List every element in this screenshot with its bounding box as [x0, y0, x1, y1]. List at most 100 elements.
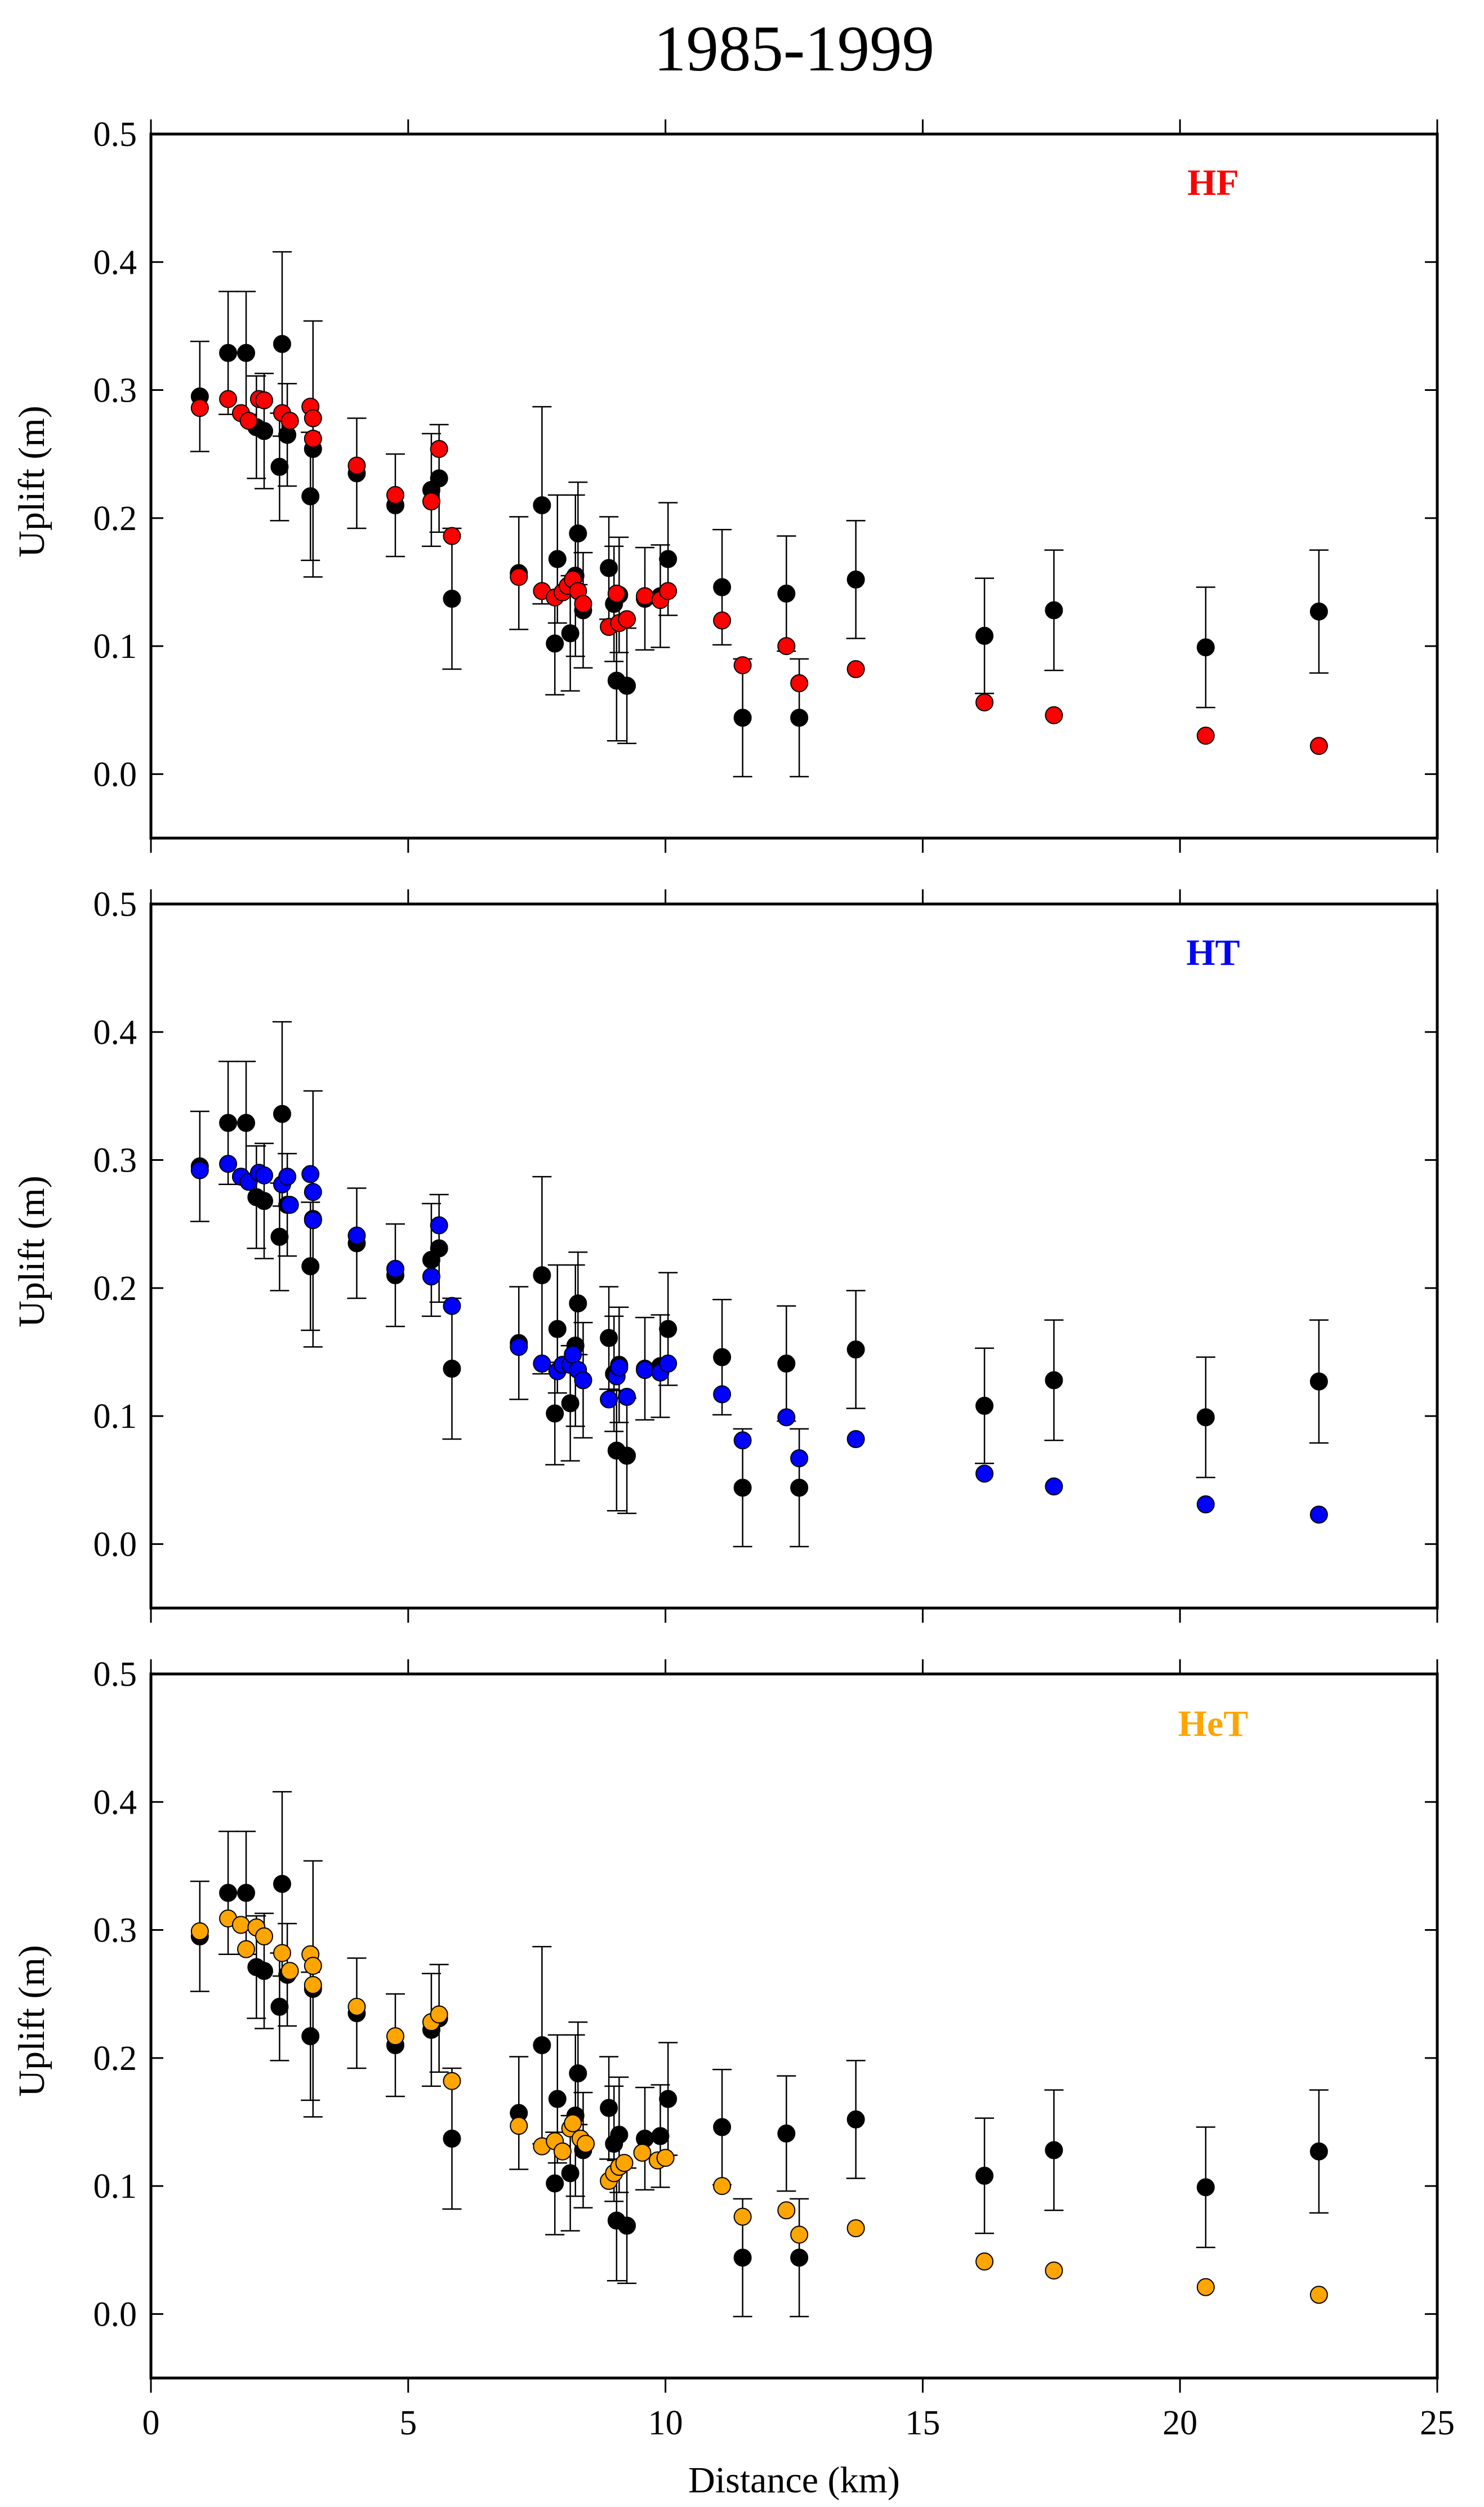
panel-hf-model-point	[430, 440, 448, 458]
panel-hf-observed-point	[846, 570, 865, 589]
panel-ht-observed-point	[713, 1348, 732, 1366]
panel-ht-ytick-label: 0.5	[93, 885, 137, 924]
panel-het-observed-point	[1045, 2141, 1063, 2159]
panel-hf-model-points	[190, 390, 1328, 755]
panel-ht-ytick-label: 0.1	[93, 1397, 137, 1436]
panel-ht-model-point	[777, 1408, 796, 1427]
panel-ht-observed-point	[846, 1340, 865, 1359]
panel-het-observed-point	[600, 2099, 618, 2117]
panel-het-model-point	[443, 2072, 461, 2090]
panel-ht-model-point	[659, 1354, 678, 1373]
panel-het-observed-point	[733, 2248, 752, 2267]
panel-ht-model-point	[618, 1388, 636, 1406]
panel-ht-model-point	[422, 1267, 440, 1286]
panel-het-model-point	[1196, 2278, 1215, 2296]
panel-ht-observed-point	[219, 1114, 238, 1132]
panel-het-observed-point	[1309, 2142, 1328, 2161]
panel-ht-label: HT	[1186, 932, 1240, 973]
panel-ht-ytick-label: 0.3	[93, 1142, 137, 1180]
panel-ht-model-point	[636, 1361, 654, 1379]
panel-hf-model-point	[790, 674, 809, 692]
panel-ht-observed-point	[273, 1105, 291, 1123]
panel-ht-model-point	[610, 1358, 629, 1377]
panel-het-model-point	[1045, 2261, 1063, 2280]
panel-het-model-point	[733, 2207, 752, 2226]
panel-ht-model-point	[255, 1166, 273, 1185]
panel-ht-observed-point	[301, 1257, 320, 1276]
panel-hf-observed-point	[546, 634, 564, 653]
panel-ht-model-point	[564, 1346, 582, 1364]
x-tick-label: 5	[399, 2404, 417, 2442]
x-axis-label: Distance (km)	[688, 2460, 900, 2501]
panel-hf-observed-point	[548, 550, 567, 568]
panel-hf-observed-point	[301, 487, 320, 506]
panel-het-model-points	[190, 1909, 1328, 2304]
panel-hf-observed-point	[733, 709, 752, 727]
panel-ht-ytick-label: 0.2	[93, 1270, 137, 1308]
panel-ht-model-point	[278, 1168, 297, 1186]
panel-het-observed-point	[713, 2118, 732, 2136]
panel-hf-observed-point	[430, 469, 448, 488]
panel-het-model-point	[576, 2135, 595, 2153]
panel-het-model-point	[633, 2144, 652, 2162]
panel-het-model-point	[553, 2142, 572, 2161]
panel-hf-observed-point	[975, 626, 994, 645]
panel-het-observed-point	[659, 2090, 678, 2108]
panel-het-observed-point	[790, 2248, 809, 2267]
panel-hf-observed-point	[533, 496, 551, 515]
panel-het-y-axis-label: Uplift (m)	[11, 1945, 52, 2096]
panel-het-model-point	[255, 1927, 273, 1945]
panel-het-ytick-label: 0.3	[93, 1912, 137, 1950]
panel-ht-observed-point	[546, 1404, 564, 1423]
panel-het-observed-point	[777, 2124, 796, 2143]
panel-het-ticks: 0.0 0.1 0.2 0.3 0.4 0.5 0 5 10 15 20 25	[93, 1655, 1455, 2442]
panel-hf-model-point	[239, 412, 258, 430]
panel-hf-model-point	[1045, 706, 1063, 724]
panel-ht-ytick-label: 0.0	[93, 1525, 137, 1564]
panel-het-ytick-label: 0.5	[93, 1655, 137, 1694]
panel-hf-label: HF	[1187, 162, 1239, 203]
panel-hf-ytick-label: 0.5	[93, 115, 137, 154]
panel-het-model-point	[713, 2177, 732, 2196]
panel-hf-y-axis-label: Uplift (m)	[11, 406, 52, 557]
x-tick-label: 0	[142, 2404, 160, 2442]
panel-het-observed-point	[975, 2166, 994, 2185]
panel-ht-model-point	[1309, 1506, 1328, 1524]
panel-hf-observed-point	[561, 624, 580, 643]
panel-hf-model-point	[510, 568, 528, 586]
panel-het-observed-points	[190, 1874, 1328, 2267]
panel-ht-model-point	[533, 1354, 551, 1373]
panel-ht-observed-point	[569, 1294, 587, 1313]
panel-het-ytick-label: 0.0	[93, 2295, 137, 2334]
panel-ht-model-point	[1196, 1495, 1215, 1513]
panel-ht-ytick-label: 0.4	[93, 1013, 137, 1052]
panel-ht-observed-point	[548, 1320, 567, 1338]
panel-ht-observed-point	[561, 1394, 580, 1413]
panel-ht-observed-point	[237, 1114, 256, 1132]
panel-ht-model-point	[733, 1431, 752, 1450]
panel-het-observed-point	[548, 2090, 567, 2108]
panel-ht-observed-point	[255, 1192, 273, 1210]
panel-hf-observed-point	[777, 584, 796, 603]
panel-hf-model-point	[733, 656, 752, 675]
panel-hf-observed-point	[659, 550, 678, 568]
panel-het-model-point	[510, 2117, 528, 2135]
panel-ht-model-point	[301, 1165, 320, 1183]
panel-ht-model-point	[1045, 1477, 1063, 1496]
panel-ht-observed-point	[618, 1446, 636, 1465]
panel-ht: 0.0 0.1 0.2 0.3 0.4 0.5 HT Uplift (m)	[11, 885, 1439, 1623]
panel-ht-model-point	[574, 1371, 592, 1390]
panel-hf-ytick-label: 0.1	[93, 627, 137, 666]
panel-het-model-point	[280, 1962, 299, 1980]
panel-het-model-point	[304, 1976, 322, 1994]
panel-het-observed-point	[237, 1883, 256, 1902]
panel-hf-model-point	[386, 486, 404, 504]
panel-het-model-point	[846, 2219, 865, 2238]
panel-hf-model-point	[846, 660, 865, 678]
x-tick-label: 25	[1420, 2404, 1455, 2442]
panel-het-observed-point	[533, 2036, 551, 2055]
panel-het-ytick-label: 0.4	[93, 1783, 137, 1822]
panel-het-errorbars	[190, 1791, 1329, 2318]
panel-het-ytick-label: 0.2	[93, 2040, 137, 2078]
